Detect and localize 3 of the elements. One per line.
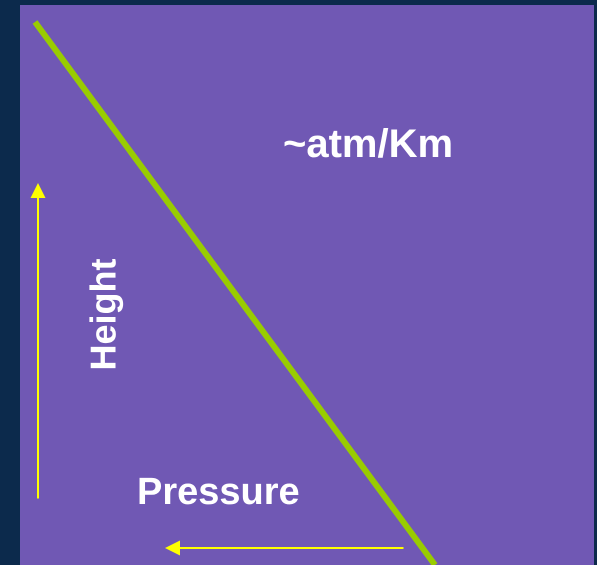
y-axis-title: Height [82, 258, 124, 370]
x-axis-title: Pressure [137, 471, 300, 513]
annotation: ~atm/Km [283, 122, 454, 166]
